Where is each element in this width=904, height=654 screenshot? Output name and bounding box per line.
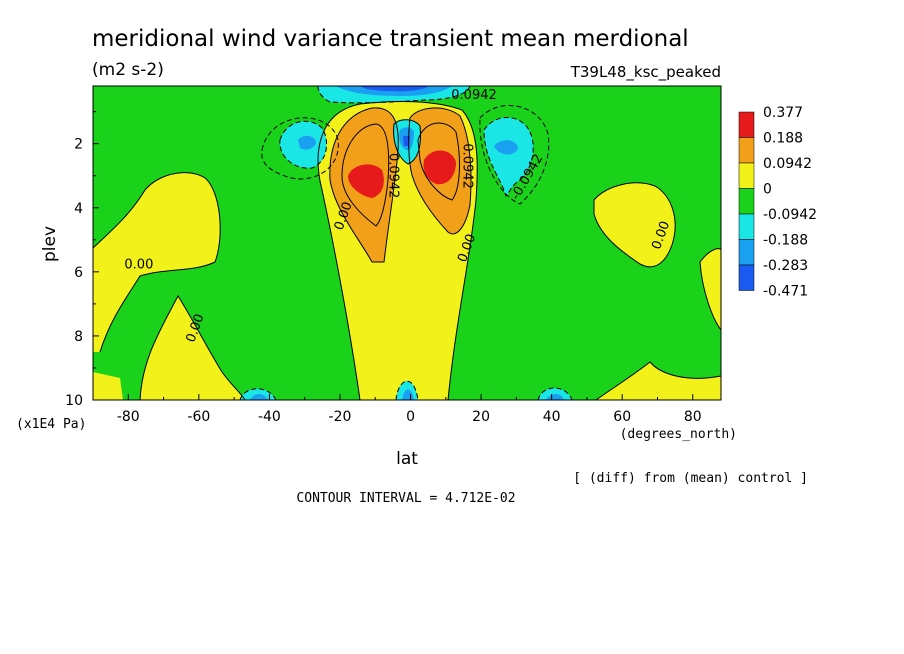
neg-contour-bottom [239,380,573,400]
neg-contour-nh-outer [479,105,550,205]
colorbar-label: -0.283 [763,258,808,274]
chart-title: meridional wind variance transient mean … [92,26,689,52]
x-tick-label: 40 [543,409,561,425]
x-tick-label: -40 [258,409,281,425]
contour-interval: CONTOUR INTERVAL = 4.712E-02 [296,491,515,506]
zero-contour-nh-low [595,361,721,400]
zero-contour-sh-low [139,295,246,400]
blue-bottom-40n [546,394,564,400]
x-tick-label: 60 [613,409,631,425]
colorbar: 0.377 0.188 0.0942 0 -0.0942 -0.188 -0.283 -0.4… [738,105,817,300]
yellow-sh-edge [93,372,123,400]
x-tick-label: -20 [329,409,352,425]
y-axis-units: (x1E4 Pa) [16,417,86,432]
x-axis-label: lat [396,449,418,469]
yellow-nh-mid [594,182,676,267]
x-tick-label: 0 [406,409,415,425]
colorbar-swatch [738,111,755,138]
zero-contour-nh-mid [593,182,676,268]
zero-contour-tropics-left [321,189,361,400]
blue-nh-jet [494,140,518,155]
zero-contour-tropics [317,101,478,400]
zero-contour-sh-mid [93,172,221,353]
neg-contour-nh-jet [483,117,534,197]
y-axis-label: plev [40,226,60,262]
colorbar-label: -0.471 [763,284,808,300]
neg-contour-sh-outer [261,117,339,180]
region-positive-strong [348,150,456,198]
y-tick-label: 2 [74,137,83,153]
colorbar-label: 0 [763,182,772,198]
contour-lines [93,101,721,400]
y-tick-label: 4 [74,201,83,217]
colorbar-label: -0.0942 [763,207,817,223]
diff-note: [ (diff) from (mean) control ] [573,471,808,486]
contour-label: 0.0942 [385,153,400,199]
colorbar-swatch [738,188,755,215]
y-tick-label: 10 [65,393,83,409]
yellow-nh-edge [700,248,721,330]
negative-contour-lines [239,86,573,400]
y-tick-label: 8 [74,329,83,345]
blue-bottom-40s [250,394,268,400]
colorbar-swatch [738,162,755,189]
x-axis: -80 -60 -40 -20 0 20 40 60 80 [92,394,702,425]
run-label: T39L48_ksc_peaked [570,63,721,82]
colorbar-swatch [738,264,755,291]
inner-contour-left [341,123,390,227]
y-tick-label: 6 [74,265,83,281]
colorbar-label: 0.0942 [763,156,812,172]
x-tick-label: 80 [684,409,702,425]
colorbar-label: -0.188 [763,233,808,249]
colorbar-swatch [738,239,755,266]
cyan-nh-jet [484,117,534,196]
colorbar-swatch [738,137,755,164]
pos-contour-right [408,107,472,235]
cyan-bottom-40n [538,388,572,400]
yellow-sh-low [140,296,245,400]
red-core-left [348,164,384,198]
x-tick-label: -80 [117,409,140,425]
contour-label: 0.0942 [459,143,474,189]
colorbar-label: 0.377 [763,105,803,121]
inner-contour-right [417,122,460,201]
contour-label: 0.00 [124,258,153,273]
darkblue-top [360,86,430,92]
colorbar-label: 0.188 [763,131,803,147]
colorbar-swatch [738,213,755,240]
x-tick-label: 20 [472,409,490,425]
neg-contour-sh-jet [279,120,328,169]
x-tick-label: -60 [187,409,210,425]
blue-sh-jet [298,135,316,150]
plot-frame [92,85,722,401]
neg-contour-equator [393,119,421,165]
y-axis: 2 4 6 8 10 [65,111,99,409]
contour-label: 0.0942 [451,88,497,103]
neg-contour-top [317,86,471,104]
x-axis-units: (degrees_north) [620,427,737,442]
region-negative [240,86,572,400]
red-core-right [423,150,456,185]
yellow-nh-low [596,362,721,400]
pos-contour-left [329,107,399,263]
units-label: (m2 s-2) [92,60,164,80]
